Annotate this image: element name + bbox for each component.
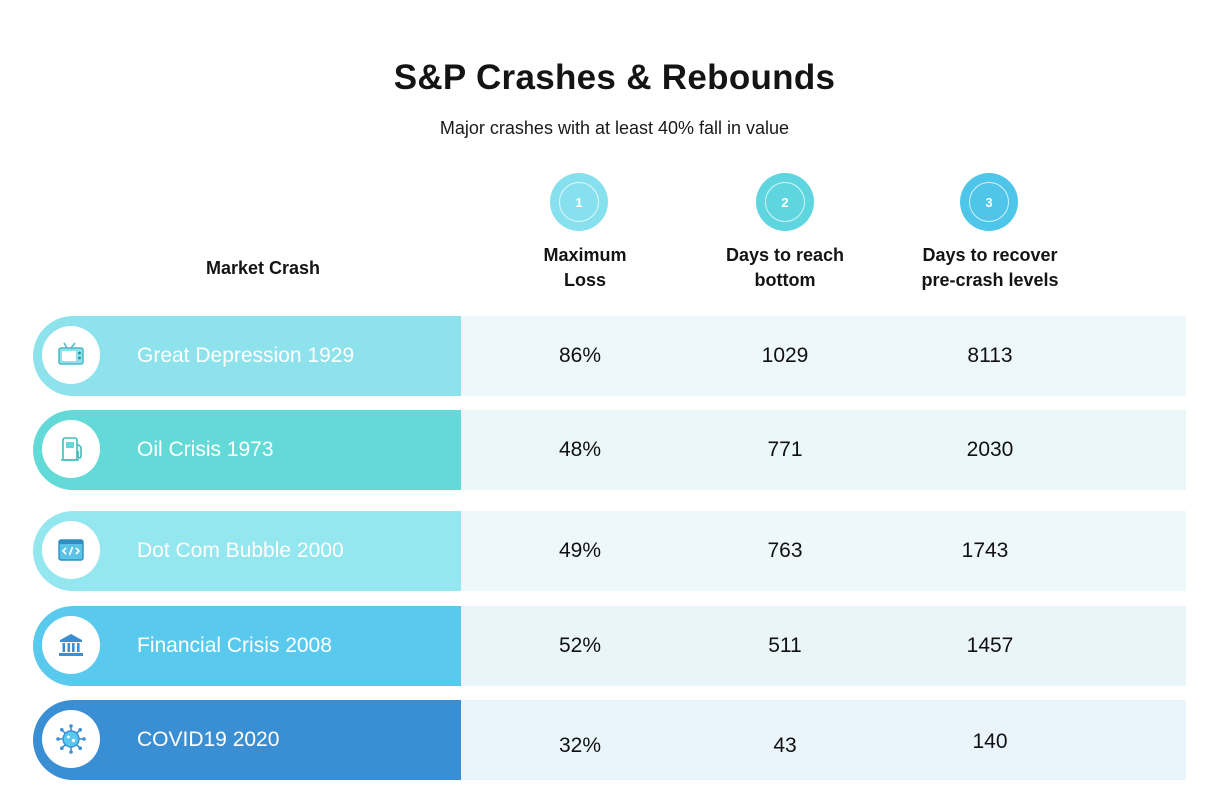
header-label: Market Crash [205, 258, 321, 278]
crash-label-band [33, 410, 461, 490]
step-badge-3: 3 [960, 173, 1018, 231]
crash-name: COVID19 2020 [137, 728, 280, 751]
crash-name: Oil Crisis 1973 [137, 438, 274, 461]
crash-name: Financial Crisis 2008 [137, 634, 332, 657]
header-market-crash: Market Crash [163, 256, 363, 281]
tv-icon [42, 326, 100, 384]
header-line: Loss [563, 270, 606, 290]
max-loss-value: 86% [558, 344, 602, 367]
step-number: 2 [781, 194, 789, 210]
crash-label-band [33, 606, 461, 686]
crash-label-band [33, 700, 461, 780]
crash-label-band [33, 511, 461, 591]
header-line: Days to reach [725, 245, 845, 265]
max-loss-value: 32% [558, 734, 602, 757]
header-days-to-recover: Days to recover pre-crash levels [888, 243, 1092, 293]
table-row: Oil Crisis 1973 48% 771 2030 [33, 410, 1186, 490]
days-to-recover-value: 1743 [961, 539, 1009, 562]
value-band [461, 410, 1186, 490]
step-number: 1 [575, 194, 583, 210]
step-badge-2: 2 [756, 173, 814, 231]
value-band [461, 606, 1186, 686]
header-maximum-loss: Maximum Loss [505, 243, 665, 293]
header-days-to-bottom: Days to reach bottom [695, 243, 875, 293]
header-line: bottom [754, 270, 816, 290]
chart-title: S&P Crashes & Rebounds [393, 58, 836, 97]
max-loss-value: 48% [558, 438, 602, 461]
step-badge-1: 1 [550, 173, 608, 231]
step-number: 3 [985, 194, 993, 210]
days-to-bottom-value: 1029 [761, 344, 809, 367]
crash-name: Dot Com Bubble 2000 [137, 539, 344, 562]
table-row: Dot Com Bubble 2000 49% 763 1743 [33, 511, 1186, 591]
header-line: Days to recover [922, 245, 1058, 265]
days-to-bottom-value: 771 [767, 438, 803, 461]
table-row: Great Depression 1929 86% 1029 8113 [33, 316, 1186, 396]
max-loss-value: 52% [558, 634, 602, 657]
header-line: pre-crash levels [921, 270, 1059, 290]
crash-label-band [33, 316, 461, 396]
table-row: COVID19 2020 32% 43 140 [33, 700, 1186, 780]
value-band [461, 511, 1186, 591]
value-band [461, 316, 1186, 396]
bank-icon [42, 616, 100, 674]
virus-icon [42, 710, 100, 768]
max-loss-value: 49% [558, 539, 602, 562]
table-row: Financial Crisis 2008 52% 511 1457 [33, 606, 1186, 686]
days-to-bottom-value: 511 [768, 634, 802, 657]
fuel-pump-icon [42, 420, 100, 478]
header-line: Maximum [543, 245, 627, 265]
days-to-bottom-value: 763 [767, 539, 803, 562]
days-to-recover-value: 2030 [966, 438, 1014, 461]
days-to-recover-value: 1457 [966, 634, 1014, 657]
value-band [461, 700, 1186, 780]
days-to-bottom-value: 43 [773, 734, 797, 757]
days-to-recover-value: 8113 [967, 344, 1013, 367]
code-window-icon [42, 521, 100, 579]
crash-name: Great Depression 1929 [137, 344, 355, 367]
days-to-recover-value: 140 [972, 730, 1008, 753]
chart-subtitle: Major crashes with at least 40% fall in … [439, 118, 790, 138]
